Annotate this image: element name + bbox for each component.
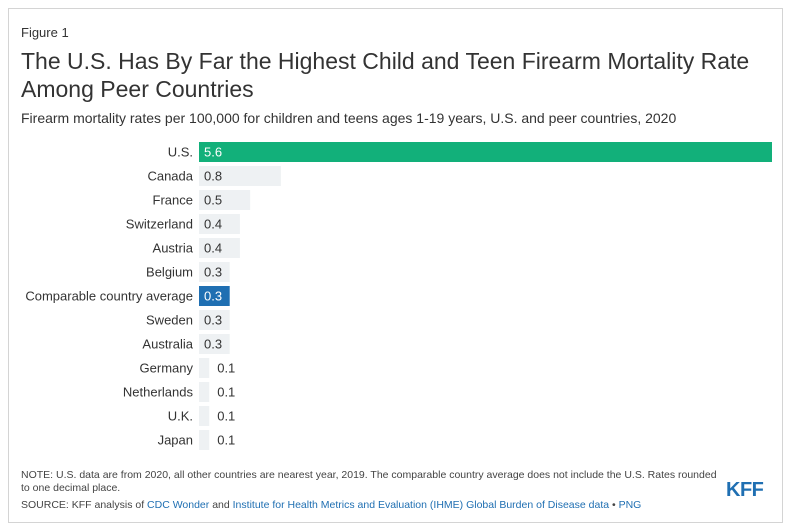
chart-note: NOTE: U.S. data are from 2020, all other… bbox=[21, 469, 717, 494]
chart-subtitle: Firearm mortality rates per 100,000 for … bbox=[21, 110, 677, 126]
chart-source: SOURCE: KFF analysis of CDC Wonder and I… bbox=[21, 499, 721, 512]
value-label-australia: 0.3 bbox=[204, 337, 222, 352]
figure-label: Figure 1 bbox=[21, 25, 69, 40]
source-link-cdc-wonder[interactable]: CDC Wonder bbox=[147, 499, 210, 511]
bar-u-k bbox=[199, 406, 210, 426]
bar-belgium bbox=[199, 262, 230, 282]
figure-frame: Figure 1 The U.S. Has By Far the Highest… bbox=[8, 8, 783, 523]
value-label-germany: 0.1 bbox=[217, 361, 235, 376]
value-label-france: 0.5 bbox=[204, 193, 222, 208]
category-label-u-s: U.S. bbox=[168, 145, 193, 160]
value-label-belgium: 0.3 bbox=[204, 265, 222, 280]
bar-netherlands bbox=[199, 382, 210, 402]
source-link-ihme[interactable]: Institute for Health Metrics and Evaluat… bbox=[232, 499, 610, 511]
value-label-netherlands: 0.1 bbox=[217, 385, 235, 400]
value-label-u-k: 0.1 bbox=[217, 409, 235, 424]
value-label-u-s: 5.6 bbox=[204, 145, 222, 160]
value-label-canada: 0.8 bbox=[204, 169, 222, 184]
category-label-u-k: U.K. bbox=[168, 409, 193, 424]
source-prefix: SOURCE: KFF analysis of bbox=[21, 499, 148, 511]
value-label-comparable-country-average: 0.3 bbox=[204, 289, 222, 304]
bar-chart: U.S. 5.6 Canada 0.8 France 0.5 Switzerland 0.4 A… bbox=[25, 142, 772, 450]
value-label-japan: 0.1 bbox=[217, 433, 235, 448]
png-download-link[interactable]: PNG bbox=[618, 499, 642, 511]
bar-france bbox=[199, 190, 251, 210]
category-label-belgium: Belgium bbox=[146, 265, 193, 280]
bar-u-s bbox=[199, 142, 772, 162]
category-label-japan: Japan bbox=[158, 433, 193, 448]
category-label-switzerland: Switzerland bbox=[126, 217, 193, 232]
bar-comparable-country-average bbox=[199, 286, 230, 306]
value-label-austria: 0.4 bbox=[204, 241, 222, 256]
source-separator: • bbox=[609, 499, 619, 511]
category-label-sweden: Sweden bbox=[146, 313, 193, 328]
category-label-netherlands: Netherlands bbox=[123, 385, 194, 400]
category-label-france: France bbox=[153, 193, 193, 208]
value-label-switzerland: 0.4 bbox=[204, 217, 222, 232]
value-label-sweden: 0.3 bbox=[204, 313, 222, 328]
bar-australia bbox=[199, 334, 230, 354]
category-label-australia: Australia bbox=[142, 337, 193, 352]
bar-austria bbox=[199, 238, 240, 258]
category-label-austria: Austria bbox=[153, 241, 194, 256]
bar-switzerland bbox=[199, 214, 240, 234]
chart-title: The U.S. Has By Far the Highest Child an… bbox=[21, 48, 750, 102]
category-label-canada: Canada bbox=[147, 169, 193, 184]
bar-canada bbox=[199, 166, 281, 186]
category-label-comparable-country-average: Comparable country average bbox=[25, 289, 193, 304]
source-middle: and bbox=[209, 499, 233, 511]
category-label-germany: Germany bbox=[140, 361, 194, 376]
bar-sweden bbox=[199, 310, 230, 330]
bar-germany bbox=[199, 358, 210, 378]
kff-logo: KFF bbox=[726, 479, 764, 501]
bar-japan bbox=[199, 430, 210, 450]
